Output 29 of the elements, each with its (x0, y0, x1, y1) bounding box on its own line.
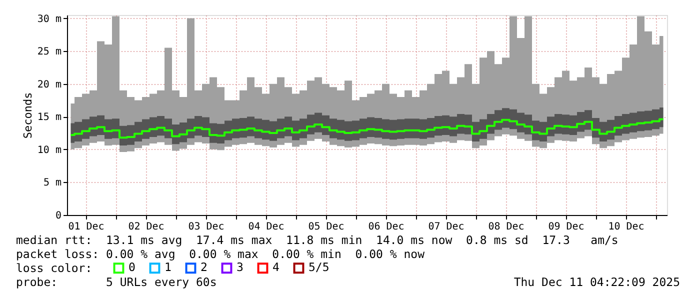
x-tick-label: 05 Dec (308, 222, 344, 232)
y-tick-label: 20 m (37, 79, 62, 90)
y-tick-label: 10 m (37, 144, 62, 156)
text: Thu Dec 11 04:22:09 2025 (514, 275, 680, 289)
x-tick-label: 10 Dec (608, 222, 644, 232)
legend-label: 1 (164, 260, 172, 274)
text: packet loss: 0.00 % avg 0.00 % max 0.00 % min 0.00 % now (16, 247, 425, 261)
legend-label: 4 (272, 260, 280, 274)
x-tick-label: 06 Dec (368, 222, 404, 232)
x-tick-label: 03 Dec (188, 222, 224, 232)
legend-title: loss color: (16, 261, 92, 275)
legend-label: 2 (200, 260, 208, 274)
y-axis-title: Seconds (21, 92, 34, 139)
text: median rtt: 13.1 ms avg 17.4 ms max 11.8 ms min 14.0 ms now 0.8 ms sd 17.3 am/s (16, 233, 618, 247)
legend-label: 5/5 (308, 260, 330, 274)
y-tick-label: 0 (55, 210, 62, 222)
text: probe: 5 URLs every 60s (16, 275, 217, 289)
y-tick-label: 5 m (43, 178, 62, 189)
x-tick-label: 04 Dec (248, 222, 284, 232)
x-tick-label: 02 Dec (128, 222, 164, 232)
x-tick-label: 09 Dec (548, 222, 584, 232)
y-tick-label: 25 m (37, 46, 62, 58)
x-tick-label: 01 Dec (68, 222, 104, 232)
y-tick-label: 15 m (37, 112, 62, 124)
x-tick-label: 07 Dec (428, 222, 464, 232)
legend-label: 0 (128, 260, 136, 274)
legend-label: 3 (236, 260, 244, 274)
x-tick-label: 08 Dec (488, 222, 524, 232)
y-tick-label: 30 m (37, 14, 62, 25)
